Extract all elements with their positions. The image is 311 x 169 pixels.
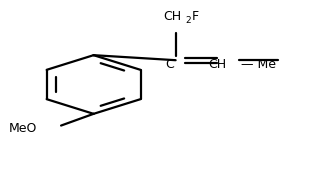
Text: C: C xyxy=(165,58,174,71)
Text: 2: 2 xyxy=(185,16,191,25)
Text: — Me: — Me xyxy=(237,58,276,71)
Text: CH: CH xyxy=(208,58,226,71)
Text: CH: CH xyxy=(163,10,181,23)
Text: F: F xyxy=(192,10,199,23)
Text: MeO: MeO xyxy=(8,122,37,135)
